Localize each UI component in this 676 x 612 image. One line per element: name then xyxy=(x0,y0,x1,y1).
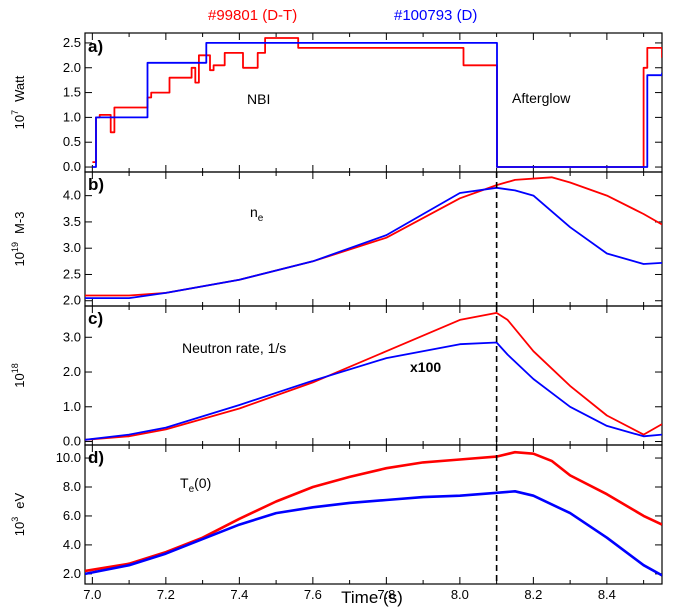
panel-3: 2.0 4.0 6.0 8.0 10.0 103 eV d) Te(0) xyxy=(10,444,663,585)
annotation-subscript: e xyxy=(189,484,195,495)
y-tick-label: 3.0 xyxy=(63,329,81,344)
series-line-dt xyxy=(85,450,662,573)
x-tick-label: 8.4 xyxy=(598,587,616,602)
y-label-base: 10 xyxy=(12,252,27,266)
annotation: Afterglow xyxy=(512,90,571,106)
y-label-base: 10 xyxy=(12,522,27,536)
y-label-exponent: 19 xyxy=(10,242,20,252)
y-label-unit: M-3 xyxy=(12,212,27,234)
y-label-exponent: 7 xyxy=(10,110,20,115)
panel-1: 2.0 2.5 3.0 3.5 4.0 1019 M-3 b) ne xyxy=(10,171,663,308)
y-tick-label: 2.5 xyxy=(63,266,81,281)
annotation-text: n xyxy=(250,204,258,220)
y-label-unit: Watt xyxy=(12,75,27,102)
series-line-dt xyxy=(85,176,662,297)
y-axis-label: 107 Watt xyxy=(10,75,27,129)
annotation-tail: (0) xyxy=(194,475,211,491)
y-axis-label: 1018 xyxy=(10,363,27,387)
panel-tag: c) xyxy=(88,309,103,328)
y-tick-label: 3.5 xyxy=(63,214,81,229)
y-axis-label: 103 eV xyxy=(10,492,27,536)
x-tick-label: 7.2 xyxy=(157,587,175,602)
y-tick-label: 0.5 xyxy=(63,134,81,149)
annotation: Te(0) xyxy=(180,475,211,495)
y-tick-label: 2.0 xyxy=(63,364,81,379)
panel-frame xyxy=(84,32,663,173)
annotation: Neutron rate, 1/s xyxy=(182,340,286,356)
y-tick-label: 6.0 xyxy=(63,508,81,523)
annotation-text: T xyxy=(180,475,189,491)
annotation-text: x100 xyxy=(410,359,441,375)
series-line-d xyxy=(85,341,662,441)
y-tick-label: 3.0 xyxy=(63,240,81,255)
y-tick-label: 4.0 xyxy=(63,188,81,203)
panel-tag: d) xyxy=(88,448,104,467)
x-tick-label: 7.0 xyxy=(83,587,101,602)
legend-dt: #99801 (D-T) xyxy=(208,7,297,24)
annotation-text: Afterglow xyxy=(512,90,571,106)
y-tick-label: 1.0 xyxy=(63,109,81,124)
y-tick-label: 2.0 xyxy=(63,293,81,308)
y-label-unit: eV xyxy=(12,492,27,508)
annotation-text: Neutron rate, 1/s xyxy=(182,340,286,356)
x-axis-label: Time (s) xyxy=(341,588,403,607)
y-tick-label: 4.0 xyxy=(63,537,81,552)
x-axis-ticks: 7.0 7.2 7.4 7.6 7.8 8.0 8.2 8.4 xyxy=(83,587,616,602)
y-tick-label: 2.0 xyxy=(63,60,81,75)
y-tick-label: 10.0 xyxy=(56,450,81,465)
panel-tag: a) xyxy=(88,37,103,56)
y-tick-label: 2.5 xyxy=(63,35,81,50)
y-tick-label: 0.0 xyxy=(63,434,81,449)
panel-0: 0.0 0.5 1.0 1.5 2.0 2.5 107 Watt a) NBI Afterglow xyxy=(10,32,663,174)
y-tick-label: 2.0 xyxy=(63,566,81,581)
y-tick-label: 1.0 xyxy=(63,399,81,414)
annotation-text: NBI xyxy=(247,91,270,107)
legend-d: #100793 (D) xyxy=(394,7,477,24)
series-line-d xyxy=(85,490,662,577)
x-tick-label: 8.2 xyxy=(524,587,542,602)
annotation: x100 xyxy=(410,359,441,375)
x-tick-label: 7.6 xyxy=(304,587,322,602)
series-line-dt xyxy=(92,37,662,168)
y-label-exponent: 18 xyxy=(10,363,20,373)
series-line-d xyxy=(85,186,662,299)
x-tick-label: 7.4 xyxy=(230,587,248,602)
annotation-subscript: e xyxy=(258,213,264,224)
series-line-dt xyxy=(85,312,662,441)
panel-2: 0.0 1.0 2.0 3.0 1018 c) Neutron rate, 1/s x100 xyxy=(10,305,663,449)
y-tick-label: 8.0 xyxy=(63,479,81,494)
y-tick-label: 1.5 xyxy=(63,85,81,100)
panel-frame xyxy=(84,305,663,446)
x-tick-label: 8.0 xyxy=(451,587,469,602)
annotation: ne xyxy=(250,204,264,224)
y-tick-label: 0.0 xyxy=(63,159,81,174)
annotation: NBI xyxy=(247,91,270,107)
y-label-base: 10 xyxy=(12,115,27,129)
series-line-d xyxy=(92,42,662,168)
y-label-exponent: 3 xyxy=(10,517,20,522)
y-axis-label: 1019 M-3 xyxy=(10,212,27,267)
y-label-base: 10 xyxy=(12,373,27,387)
panel-frame xyxy=(84,444,663,585)
x-tick-label: 7.8 xyxy=(377,587,395,602)
panel-tag: b) xyxy=(88,175,104,194)
